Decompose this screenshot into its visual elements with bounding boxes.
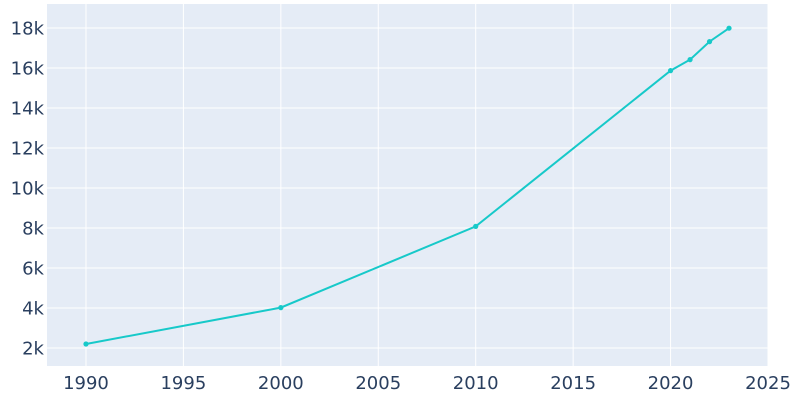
x-tick-label: 2010 <box>453 373 499 394</box>
data-point <box>667 68 674 74</box>
x-tick-label: 2025 <box>745 373 791 394</box>
x-tick-label: 2000 <box>258 373 304 394</box>
data-point <box>278 305 284 311</box>
y-tick-label: 14k <box>11 99 45 120</box>
y-tick-label: 18k <box>11 19 45 40</box>
grid-lines <box>47 4 769 366</box>
x-tick-label: 2005 <box>355 373 401 394</box>
y-tick-label: 6k <box>22 259 44 280</box>
x-tick-label: 1995 <box>160 373 206 394</box>
y-tick-label: 10k <box>11 179 45 200</box>
y-tick-label: 16k <box>11 59 45 80</box>
series-layer <box>83 25 732 347</box>
y-tick-label: 12k <box>11 139 45 160</box>
y-tick-label: 2k <box>22 339 44 360</box>
data-point <box>726 25 732 31</box>
y-axis-ticks: 2k 4k 6k 8k 10k 12k 14k 16k 18k <box>11 19 45 360</box>
data-point <box>687 57 693 63</box>
data-point <box>706 39 713 45</box>
x-tick-label: 1990 <box>63 373 109 394</box>
x-axis-ticks: 1990 1995 2000 2005 2010 2015 2020 2025 <box>63 373 791 394</box>
data-point <box>473 223 479 229</box>
plot-area <box>47 4 768 366</box>
y-tick-label: 8k <box>22 219 44 240</box>
x-tick-label: 2015 <box>550 373 596 394</box>
data-point <box>83 341 89 347</box>
y-tick-label: 4k <box>22 299 44 320</box>
x-tick-label: 2020 <box>648 373 694 394</box>
